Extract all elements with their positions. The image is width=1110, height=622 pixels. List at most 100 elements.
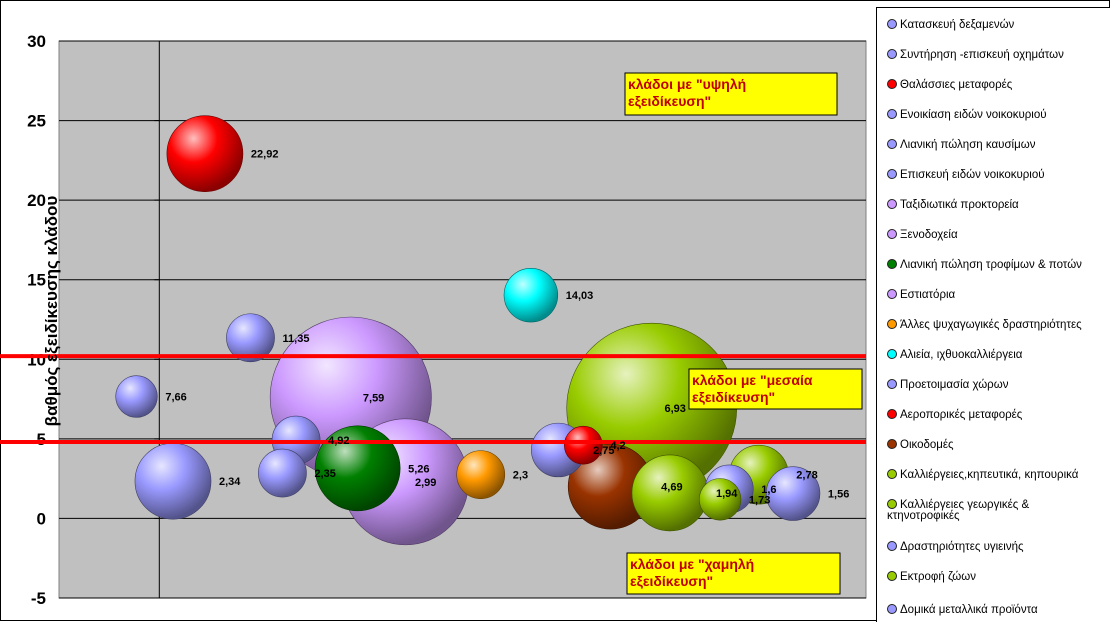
legend-item: Αεροπορικές μεταφορές xyxy=(887,409,1022,421)
bubble xyxy=(115,375,158,418)
legend-label: Δομικά μεταλλικά προϊόντα xyxy=(900,604,1038,616)
legend-marker xyxy=(887,319,897,329)
legend-label: Θαλάσσιες μεταφορές xyxy=(900,79,1013,91)
bubble-data-label: 4,69 xyxy=(661,482,682,494)
y-axis-title-container: βαθμός εξειδίκευσης κλάδου xyxy=(22,0,82,621)
legend-marker xyxy=(887,259,897,269)
y-axis-title: βαθμός εξειδίκευσης κλάδου xyxy=(42,195,61,426)
bubble xyxy=(564,425,603,465)
legend-label: Καλλιέργειες,κηπευτικά, κηπουρικά xyxy=(900,469,1079,481)
bubble-data-label: 22,92 xyxy=(251,149,279,161)
reference-lines xyxy=(0,354,866,445)
legend-item: Λιανική πώληση τροφίμων & ποτών xyxy=(887,259,1082,271)
legend-label: Ενοικίαση ειδών νοικοκυριού xyxy=(900,109,1047,121)
legend-label: Συντήρηση -επισκευή οχημάτων xyxy=(900,49,1064,61)
bubble xyxy=(134,442,212,520)
y-tick-label: 25 xyxy=(27,112,46,131)
bubble-data-label: 7,59 xyxy=(363,393,384,405)
legend-item: Ξενοδοχεία xyxy=(887,229,958,241)
legend-marker xyxy=(887,169,897,179)
legend-item: Επισκευή ειδών νοικοκυριού xyxy=(887,169,1045,181)
legend-marker xyxy=(887,571,897,581)
bubble xyxy=(765,466,821,521)
legend-marker xyxy=(887,19,897,29)
legend-item: Συντήρηση -επισκευή οχημάτων xyxy=(887,49,1064,61)
legend-label: Κατασκευή δεξαμενών xyxy=(900,19,1015,31)
legend-label: Εκτροφή ζώων xyxy=(900,571,976,583)
annotation-box xyxy=(624,72,838,116)
legend-label: Λιανική πώληση καυσίμων xyxy=(900,139,1036,151)
legend-item: Οικοδομές xyxy=(887,439,954,451)
bubble-labels: 22,92 14,03 11,35 7,66 7,59 6,93 4,92 2,35 2,34 5… xyxy=(165,149,849,507)
legend-item: Λιανική πώληση καυσίμων xyxy=(887,139,1035,151)
bubble-data-label: 1,73 xyxy=(749,494,770,506)
bubble-data-label: 7,66 xyxy=(165,392,186,404)
legend-label: Αλιεία, ιχθυοκαλλιέργεια xyxy=(900,349,1023,361)
y-tick-label: 5 xyxy=(37,430,46,449)
legend-item: Καλλιέργειες γεωργικές & κτηνοτροφικές xyxy=(887,499,1087,522)
bubble-data-label: 4,92 xyxy=(328,435,349,447)
annotation-text: κλάδοι με "υψηλή εξειδίκευση" xyxy=(628,76,746,109)
bubble xyxy=(226,313,275,363)
legend-label: Οικοδομές xyxy=(900,439,954,451)
legend-marker xyxy=(887,379,897,389)
legend-item: Δομικά μεταλλικά προϊόντα xyxy=(887,604,1038,616)
legend-label: Άλλες ψυχαγωγικές δραστηριότητες xyxy=(900,319,1082,331)
legend-item: Άλλες ψυχαγωγικές δραστηριότητες xyxy=(887,319,1082,331)
bubble-data-label: 14,03 xyxy=(566,290,594,302)
annotation-text: κλάδοι με "χαμηλή εξειδίκευση" xyxy=(630,556,754,589)
legend-marker xyxy=(887,349,897,359)
y-tick-label: 0 xyxy=(37,509,46,528)
legend-item: Εστιατόρια xyxy=(887,289,955,301)
bubble-data-label: 11,35 xyxy=(283,333,310,345)
annotation-box xyxy=(626,552,841,595)
legend-item: Ταξιδιωτικά προκτορεία xyxy=(887,199,1019,211)
legend-item: Κατασκευή δεξαμενών xyxy=(887,19,1014,31)
legend-marker xyxy=(887,604,897,614)
bubble-data-label: 2,99 xyxy=(415,477,436,489)
bubble-data-label: 2,3 xyxy=(513,470,528,482)
legend-item: Θαλάσσιες μεταφορές xyxy=(887,79,1012,91)
bubble-data-label: 1,94 xyxy=(716,488,738,500)
legend-marker xyxy=(887,229,897,239)
legend-label: Εστιατόρια xyxy=(900,289,956,301)
legend-marker xyxy=(887,139,897,149)
legend-marker xyxy=(887,199,897,209)
legend-label: Καλλιέργειες γεωργικές & κτηνοτροφικές xyxy=(887,499,1030,522)
legend-marker xyxy=(887,439,897,449)
legend-marker xyxy=(887,409,897,419)
bubble-data-label: 1,6 xyxy=(761,484,776,496)
legend-item: Καλλιέργειες,κηπευτικά, κηπουρικά xyxy=(887,469,1078,481)
legend-label: Ξενοδοχεία xyxy=(900,229,958,241)
legend-item: Αλιεία, ιχθυοκαλλιέργεια xyxy=(887,349,1022,361)
y-tick-label: 30 xyxy=(27,32,46,51)
annotations: κλάδοι με "υψηλή εξειδίκευση" κλάδοι με "μ… xyxy=(624,72,863,595)
legend-label: Δραστηριότητες υγιεινής xyxy=(900,541,1024,553)
legend-label: Αεροπορικές μεταφορές xyxy=(900,409,1023,421)
bubble xyxy=(314,425,401,512)
bubble-data-label: 2,35 xyxy=(314,468,335,480)
bubble xyxy=(503,267,559,323)
legend-item: Δραστηριότητες υγιεινής xyxy=(887,541,1024,553)
bubbles-layer xyxy=(115,115,821,546)
bubble-data-label: 2,75 xyxy=(593,445,614,457)
bubble xyxy=(166,115,244,192)
bubble xyxy=(456,450,506,500)
legend-marker xyxy=(887,109,897,119)
legend-label: Προετοιμασία χώρων xyxy=(900,379,1009,391)
annotation-box xyxy=(688,368,863,410)
bubble xyxy=(698,478,742,521)
legend-label: Επισκευή ειδών νοικοκυριού xyxy=(900,169,1045,181)
legend-marker xyxy=(887,499,897,509)
legend-label: Λιανική πώληση τροφίμων & ποτών xyxy=(900,259,1082,271)
legend: Κατασκευή δεξαμενών Συντήρηση -επισκευή ο… xyxy=(876,7,1110,622)
legend-marker xyxy=(887,469,897,479)
legend-label: Ταξιδιωτικά προκτορεία xyxy=(900,199,1019,211)
y-tick-label: 15 xyxy=(27,271,46,290)
bubble-data-label: 5,26 xyxy=(408,463,429,475)
legend-marker xyxy=(887,541,897,551)
bubble-data-label: 1,56 xyxy=(828,489,849,501)
bubble xyxy=(258,448,307,498)
bubble-data-label: 6,93 xyxy=(664,403,685,415)
legend-marker xyxy=(887,289,897,299)
